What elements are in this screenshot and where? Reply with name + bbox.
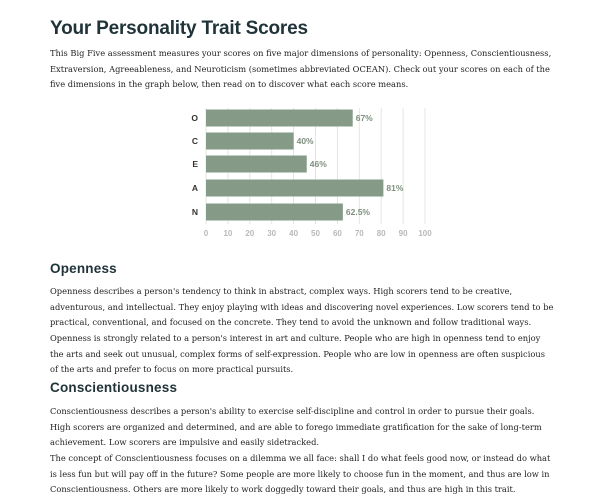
x-tick-label: 0 [204,229,209,238]
value-label: 67% [356,113,373,123]
bar-c [206,132,294,150]
category-label: E [192,159,198,169]
value-label: 46% [310,159,327,169]
bar-n [206,203,343,221]
x-tick-label: 70 [355,229,364,238]
value-label: 62.5% [346,207,371,217]
x-tick-label: 50 [311,229,320,238]
openness-paragraph-2: Openness is strongly related to a person… [50,333,545,374]
x-tick-label: 10 [223,229,232,238]
chart-x-tick-labels: 0 10 20 30 40 50 60 70 80 90 100 [204,229,432,238]
chart-value-labels: 67% 40% 46% 81% 62.5% [297,113,404,217]
category-label: O [191,113,198,123]
x-tick-label: 90 [399,229,408,238]
value-label: 40% [297,136,314,146]
bar-a [206,179,384,197]
conscientiousness-paragraph-2: The concept of Conscientiousness focuses… [50,453,551,494]
category-label: A [192,183,198,193]
value-label: 81% [386,183,403,193]
section-heading-openness: Openness [50,261,117,276]
intro-paragraph: This Big Five assessment measures your s… [50,48,552,89]
x-tick-label: 60 [333,229,342,238]
section-heading-conscientiousness: Conscientiousness [50,380,178,395]
conscientiousness-paragraph-1: Conscientiousness describes a person's a… [50,406,542,447]
x-tick-label: 100 [418,229,432,238]
category-label: N [192,207,198,217]
chart-category-labels: O C E A N [191,113,198,217]
openness-paragraph-1: Openness describes a person's tendency t… [50,286,554,327]
bar-e [206,155,307,173]
chart-bars [206,109,384,221]
bar-o [206,109,353,127]
x-tick-label: 80 [377,229,386,238]
category-label: C [192,136,198,146]
x-tick-label: 40 [289,229,298,238]
page-title: Your Personality Trait Scores [50,18,308,39]
x-tick-label: 30 [267,229,276,238]
x-tick-label: 20 [245,229,254,238]
